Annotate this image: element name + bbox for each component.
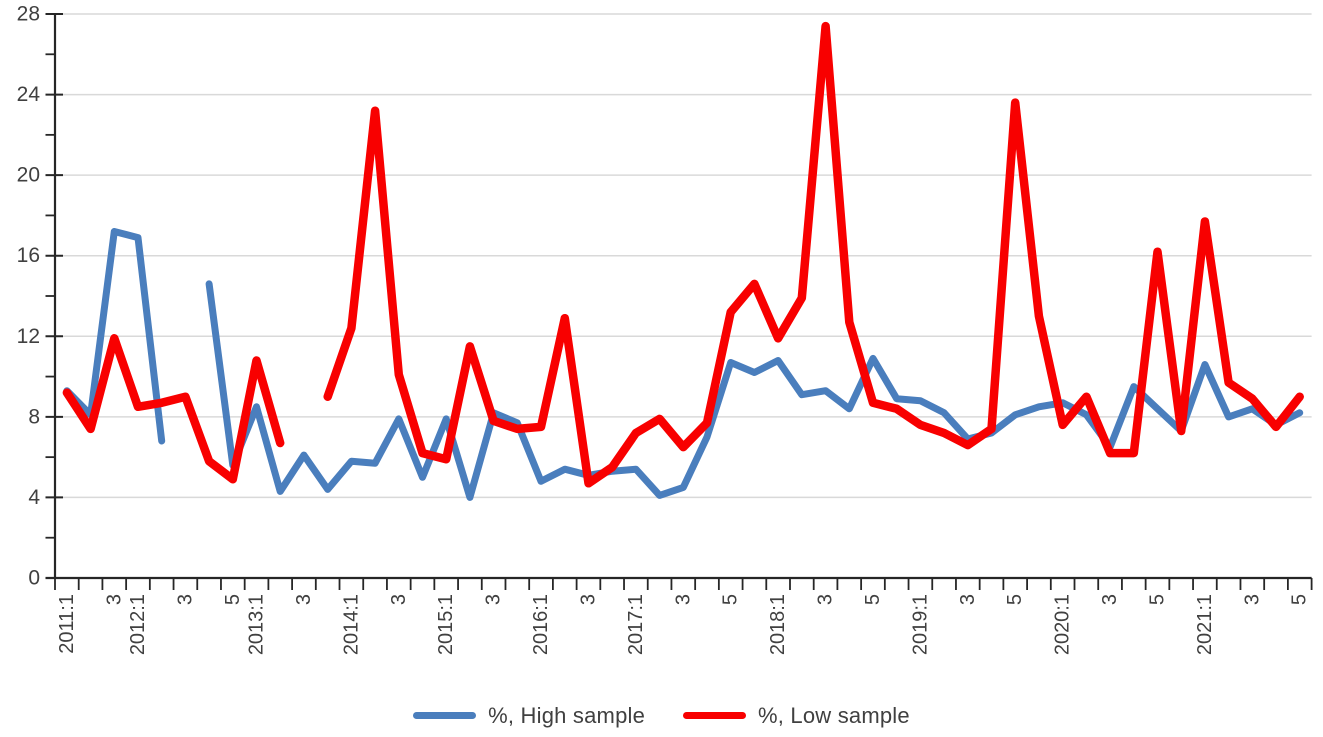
x-tick-label: 2011:1 — [56, 594, 78, 654]
legend-label-high-sample: %, High sample — [488, 702, 646, 728]
x-tick-label: 5 — [1004, 594, 1026, 605]
y-tick-label: 0 — [28, 567, 40, 590]
x-tick-label: 3 — [815, 594, 837, 605]
x-tick-label: 5 — [862, 594, 884, 605]
chart-legend: %, High sample %, Low sample — [0, 694, 1323, 737]
x-tick-label: 3 — [957, 594, 979, 605]
series-line-high-sample — [63, 228, 166, 445]
x-tick-label: 3 — [1241, 594, 1263, 605]
x-tick-label: 3 — [103, 594, 125, 605]
x-tick-label: 3 — [1099, 594, 1121, 605]
series-line-low-sample — [323, 21, 1304, 488]
x-tick-label: 2018:1 — [767, 594, 789, 655]
x-tick-label: 3 — [672, 594, 694, 605]
x-tick-label: 2020:1 — [1052, 594, 1074, 655]
legend-swatch-high-sample — [413, 712, 477, 719]
y-tick-label: 16 — [17, 244, 40, 267]
x-tick-label: 2021:1 — [1194, 594, 1216, 655]
x-tick-label: 5 — [222, 594, 244, 605]
x-tick-label: 2014:1 — [340, 594, 362, 655]
x-tick-label: 3 — [483, 594, 505, 605]
x-tick-label: 3 — [388, 594, 410, 605]
legend-label-low-sample: %, Low sample — [758, 702, 910, 728]
x-tick-label: 5 — [720, 594, 742, 605]
x-tick-label: 2019:1 — [909, 594, 931, 655]
x-tick-label: 3 — [577, 594, 599, 605]
legend-item-high-sample[interactable]: %, High sample — [413, 703, 645, 729]
y-tick-label: 20 — [17, 164, 40, 187]
y-tick-label: 28 — [17, 3, 40, 26]
y-tick-label: 4 — [28, 486, 40, 509]
x-tick-label: 5 — [1289, 594, 1311, 605]
x-tick-label: 3 — [293, 594, 315, 605]
x-tick-label: 5 — [1146, 594, 1168, 605]
x-tick-label: 2016:1 — [530, 594, 552, 655]
x-tick-label: 2012:1 — [127, 594, 149, 655]
y-tick-label: 24 — [17, 83, 41, 106]
x-tick-label: 2017:1 — [625, 594, 647, 655]
y-tick-label: 12 — [17, 325, 40, 348]
y-tick-label: 8 — [28, 405, 40, 428]
legend-swatch-low-sample — [683, 712, 747, 719]
x-tick-label: 2015:1 — [435, 594, 457, 655]
series-line-low-sample — [62, 334, 285, 484]
series-line-high-sample — [205, 280, 1304, 501]
legend-item-low-sample[interactable]: %, Low sample — [683, 703, 910, 729]
x-tick-label: 3 — [174, 594, 196, 605]
x-tick-label: 2013:1 — [246, 594, 268, 655]
